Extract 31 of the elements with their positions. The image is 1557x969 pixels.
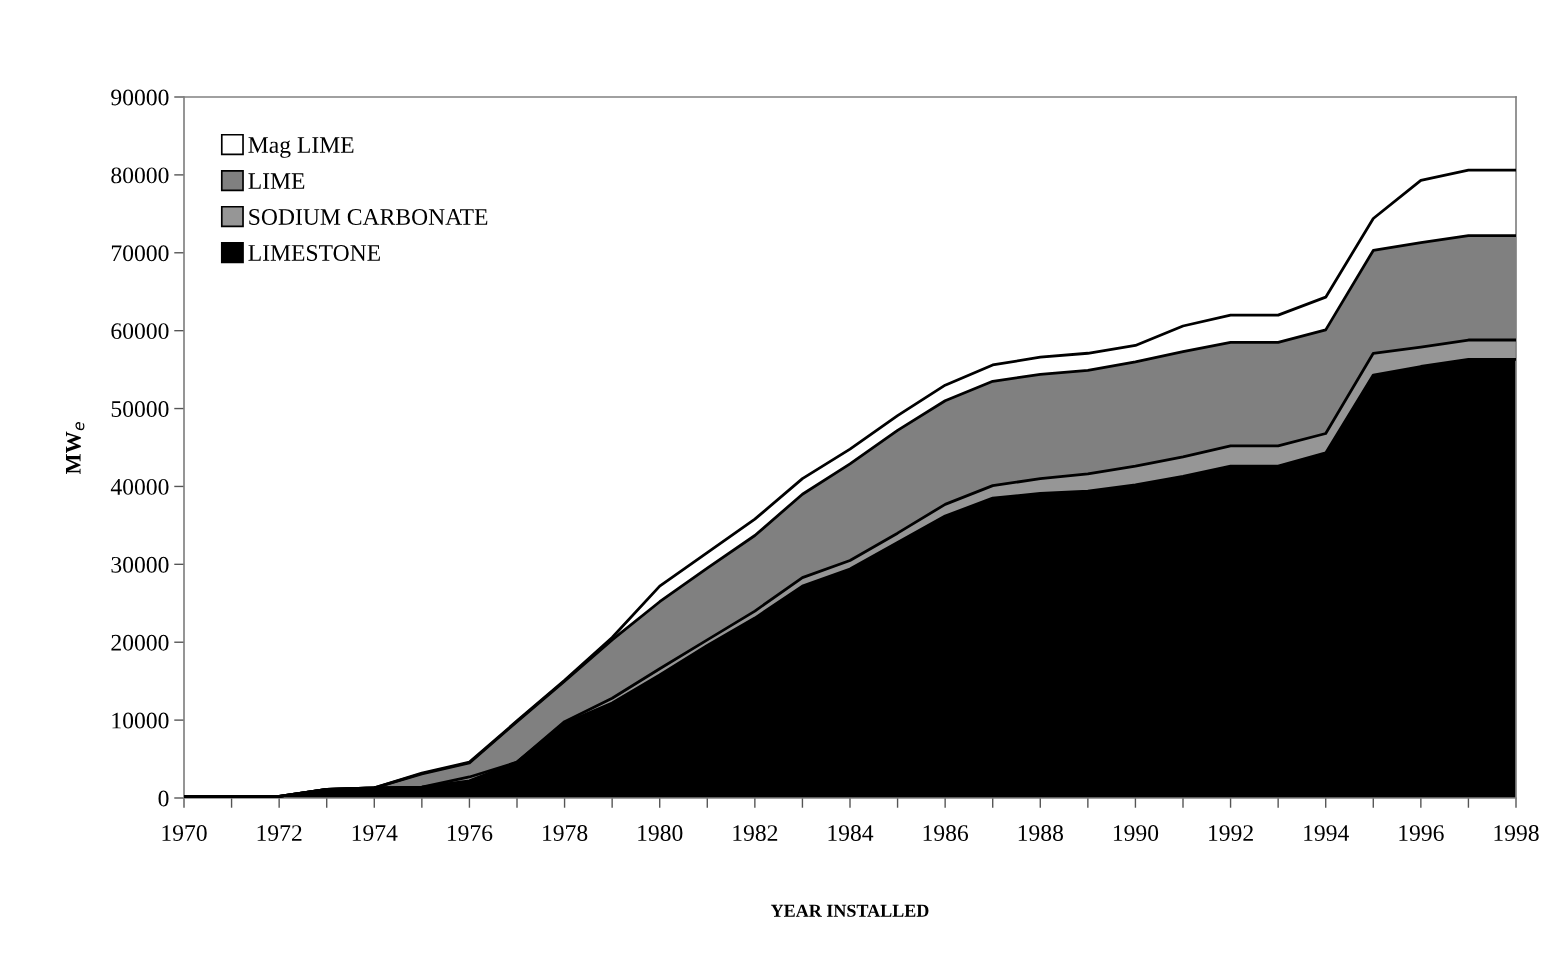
x-tick-label: 1972	[257, 825, 302, 842]
x-tick-label: 1984	[828, 825, 874, 842]
x-tick-label: 1998	[1494, 825, 1539, 842]
x-tick-label: 1976	[447, 825, 493, 842]
y-tick-label: 90000	[111, 89, 169, 106]
x-tick-label: 1992	[1209, 825, 1253, 842]
x-tick-label: 1970	[162, 825, 207, 842]
x-tick-label: 1986	[923, 825, 969, 842]
x-tick-label: 1988	[1018, 825, 1063, 842]
x-axis-title: YEAR INSTALLED	[770, 904, 929, 917]
y-tick-label: 0	[158, 790, 169, 807]
y-tick-label: 80000	[111, 167, 169, 184]
x-tick-label: 1996	[1399, 825, 1444, 842]
x-tick-label: 1994	[1304, 825, 1349, 842]
legend-label: Mag LIME	[248, 137, 354, 158]
y-axis-title: MW$_{e}$	[65, 422, 85, 475]
y-tick-label: 70000	[111, 245, 169, 262]
y-tick-label: 10000	[112, 712, 169, 729]
y-tick-label: 30000	[111, 556, 169, 573]
x-tick-label: 1978	[543, 825, 588, 842]
y-tick-label: 60000	[111, 323, 169, 340]
x-tick-label: 1974	[352, 825, 398, 842]
x-tick-label: 1982	[733, 825, 778, 842]
legend-label: SODIUM CARBONATE	[249, 209, 488, 225]
x-tick-label: 1990	[1113, 825, 1159, 842]
y-tick-label: 20000	[111, 634, 169, 651]
y-tick-label: 40000	[110, 478, 169, 495]
x-tick-label: 1980	[638, 825, 683, 842]
y-tick-label: 50000	[111, 401, 169, 417]
legend-label: LIMESTONE	[248, 245, 380, 261]
legend-label: LIME	[248, 173, 305, 189]
